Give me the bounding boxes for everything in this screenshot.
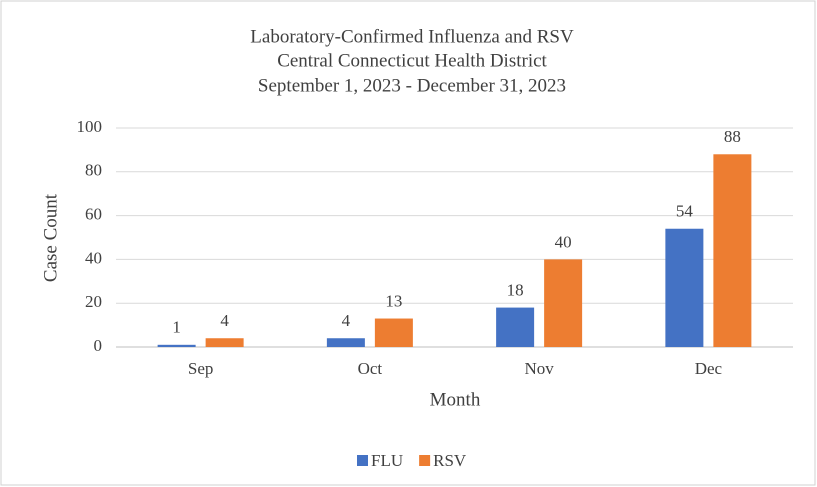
bar [544, 259, 583, 347]
y-tick-label: 100 [77, 117, 103, 136]
data-label: 88 [724, 127, 741, 146]
legend-swatch [419, 455, 431, 466]
data-label: 1 [172, 318, 181, 337]
y-tick-label: 0 [94, 336, 103, 355]
x-tick-label: Sep [188, 359, 214, 378]
data-label: 4 [342, 311, 351, 330]
y-tick-label: 20 [85, 292, 102, 311]
y-axis-title: Case Count [40, 193, 61, 282]
bar [713, 154, 752, 347]
x-tick-label: Oct [358, 359, 383, 378]
data-label: 54 [676, 202, 694, 221]
data-label: 18 [507, 280, 524, 299]
bar [665, 228, 704, 347]
y-tick-label: 60 [85, 205, 102, 224]
bar [157, 344, 196, 347]
bar [496, 307, 535, 347]
bar [326, 338, 365, 347]
data-label: 4 [220, 311, 229, 330]
data-label: 13 [385, 291, 402, 310]
x-tick-label: Nov [524, 359, 554, 378]
bar [374, 318, 413, 347]
data-label: 40 [555, 232, 572, 251]
chart-title: September 1, 2023 - December 31, 2023 [258, 75, 566, 96]
chart-title: Central Connecticut Health District [277, 50, 547, 71]
x-tick-label: Dec [695, 359, 723, 378]
bar [205, 338, 244, 347]
y-tick-label: 40 [85, 248, 102, 267]
chart-title: Laboratory-Confirmed Influenza and RSV [250, 26, 574, 47]
y-tick-label: 80 [85, 161, 102, 180]
x-axis-title: Month [430, 389, 481, 410]
legend-label: RSV [433, 451, 467, 470]
legend-swatch [357, 455, 368, 466]
legend-label: FLU [371, 451, 403, 470]
